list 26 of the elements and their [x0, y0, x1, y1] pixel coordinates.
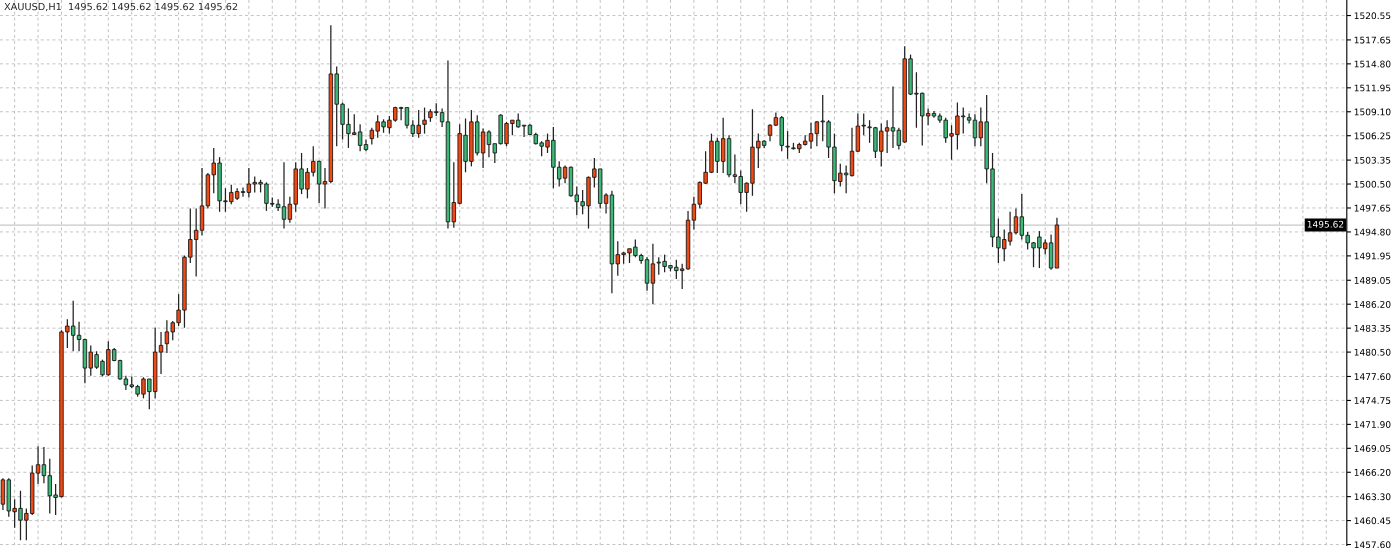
y-tick-label: 1457.60 [1354, 541, 1391, 549]
y-tick-label: 1511.95 [1354, 84, 1391, 92]
y-tick-label: 1514.80 [1354, 60, 1391, 68]
y-tick-label: 1491.95 [1354, 252, 1391, 260]
y-tick-label: 1466.20 [1354, 469, 1391, 476]
y-tick-label: 1486.20 [1354, 300, 1391, 308]
y-tick-label: 1469.05 [1354, 445, 1391, 452]
y-tick-label: 1474.75 [1354, 397, 1391, 404]
y-tick-label: 1503.35 [1354, 156, 1391, 164]
y-tick-label: 1489.05 [1354, 276, 1391, 284]
candlestick [422, 106, 427, 135]
y-tick-label: 1483.35 [1354, 324, 1391, 332]
y-tick-label: 1471.90 [1354, 421, 1391, 428]
y-tick-label: 1477.60 [1354, 373, 1391, 381]
y-tick-label: 1460.45 [1354, 517, 1391, 525]
y-tick-label: 1480.50 [1354, 348, 1391, 356]
y-tick-label: 1500.50 [1354, 180, 1391, 188]
y-tick-label: 1517.65 [1354, 36, 1391, 44]
chart-title: XAUUSD,H1 1495.62 1495.62 1495.62 1495.62 [4, 2, 238, 12]
y-tick-label: 1494.80 [1354, 228, 1391, 236]
y-tick-label: 1506.25 [1354, 132, 1391, 140]
y-tick-label: 1497.65 [1354, 204, 1391, 212]
y-tick-label: 1509.10 [1354, 108, 1391, 116]
y-tick-label: 1463.30 [1354, 493, 1391, 501]
ref-line-label: 1495.62 [1307, 220, 1344, 228]
y-tick-label: 1520.55 [1354, 12, 1391, 20]
